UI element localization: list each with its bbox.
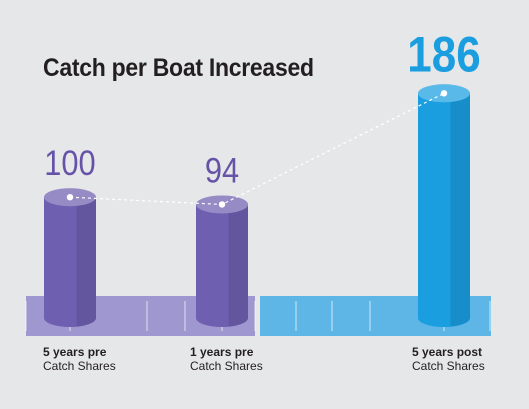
category-label-5-years-pre: 5 years pre Catch Shares <box>43 345 116 373</box>
value-label-2: 186 <box>407 26 480 82</box>
data-point-1 <box>218 201 226 208</box>
chart-title: Catch per Boat Increased <box>43 54 314 82</box>
category-label-5-years-post: 5 years post Catch Shares <box>412 345 485 373</box>
bar-1 <box>196 195 248 327</box>
value-label-0: 100 <box>44 143 95 182</box>
bar-0 <box>44 188 96 327</box>
category-label-1-years-pre: 1 years pre Catch Shares <box>190 345 263 373</box>
bar-shade <box>76 197 96 327</box>
bar-2 <box>418 84 470 327</box>
bar-body <box>196 204 248 327</box>
bar-shade <box>228 204 248 327</box>
bar-body <box>418 93 470 327</box>
data-point-2 <box>440 90 448 97</box>
trend-connector <box>69 92 445 206</box>
bar-body <box>44 197 96 327</box>
data-point-0 <box>66 194 74 201</box>
value-label-1: 94 <box>205 151 239 190</box>
bar-shade <box>450 93 470 327</box>
